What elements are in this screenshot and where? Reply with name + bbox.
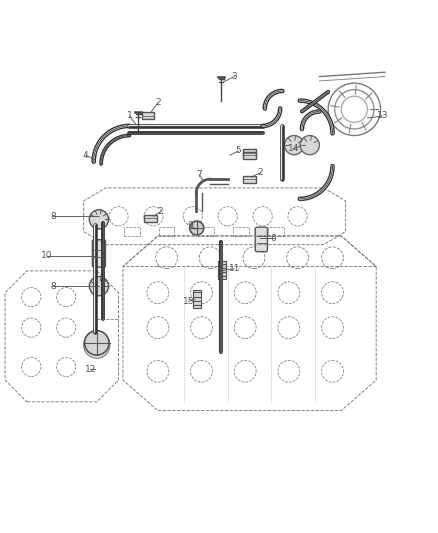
- Circle shape: [89, 210, 109, 229]
- Text: 13: 13: [377, 111, 389, 120]
- Bar: [124, 227, 140, 236]
- Text: 3: 3: [231, 72, 237, 81]
- Bar: [198, 227, 214, 236]
- Bar: [233, 227, 249, 236]
- Bar: [244, 152, 256, 159]
- Bar: [268, 227, 284, 236]
- Text: 7: 7: [197, 171, 202, 179]
- Text: 8: 8: [50, 281, 56, 290]
- Circle shape: [190, 221, 204, 235]
- Circle shape: [84, 332, 110, 358]
- Circle shape: [89, 277, 109, 296]
- FancyBboxPatch shape: [255, 227, 268, 252]
- Circle shape: [300, 135, 319, 155]
- Circle shape: [285, 135, 304, 155]
- Bar: [159, 227, 174, 236]
- Text: 15: 15: [183, 297, 194, 306]
- Bar: [193, 289, 201, 308]
- Text: 2: 2: [157, 207, 163, 216]
- Bar: [244, 149, 256, 157]
- Bar: [244, 176, 256, 183]
- Bar: [142, 112, 154, 119]
- Bar: [218, 261, 226, 279]
- Text: 2: 2: [258, 168, 263, 177]
- Text: 4: 4: [83, 151, 88, 160]
- Text: 9: 9: [188, 221, 194, 230]
- Text: 1: 1: [127, 111, 132, 120]
- FancyBboxPatch shape: [92, 240, 106, 267]
- Text: 12: 12: [85, 365, 96, 374]
- Text: 5: 5: [236, 146, 241, 155]
- Text: 11: 11: [229, 264, 240, 273]
- Text: 2: 2: [155, 98, 161, 107]
- Text: 6: 6: [271, 233, 276, 243]
- Text: 10: 10: [41, 251, 52, 260]
- Text: 8: 8: [50, 212, 56, 221]
- Text: 14: 14: [287, 144, 299, 153]
- Circle shape: [85, 330, 109, 355]
- Bar: [145, 215, 156, 222]
